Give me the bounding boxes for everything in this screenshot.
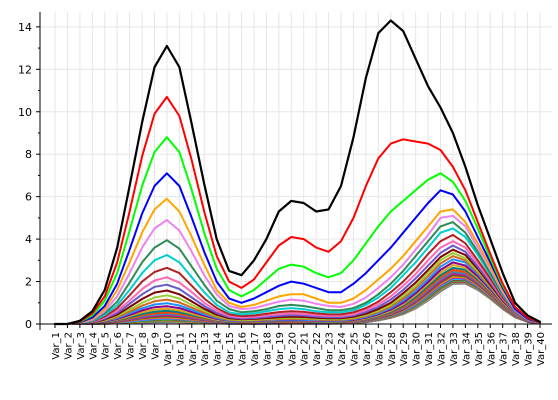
axes: [39, 12, 552, 330]
x-tick-label: Var_38: [511, 332, 522, 366]
x-axis-ticks: Var_1 Var_2 Var_3 Var_4 Var_5 Var_6 Var_7 Var_8…: [51, 324, 547, 366]
x-tick-label: Var_35: [474, 332, 485, 366]
x-tick-label: Var_21: [300, 332, 311, 366]
series-line-9: [54, 233, 541, 325]
x-tick-label: Var_28: [387, 332, 398, 366]
y-tick-label: 10: [18, 106, 32, 119]
x-tick-label: Var_33: [449, 332, 460, 366]
x-tick-label: Var_27: [374, 332, 385, 366]
series-line-6: [54, 214, 541, 325]
x-tick-label: Var_31: [424, 332, 435, 366]
x-tick-label: Var_40: [536, 332, 547, 366]
x-tick-label: Var_7: [126, 332, 137, 360]
x-tick-label: Var_17: [250, 332, 261, 366]
series-line-13: [54, 251, 541, 325]
x-tick-label: Var_9: [151, 332, 162, 360]
y-axis-ticks: 0 2 4 6 8 10 12 14: [18, 21, 40, 331]
x-tick-label: Var_4: [88, 332, 99, 360]
series-lines: [53, 19, 542, 326]
x-tick-label: Var_8: [138, 332, 149, 360]
series-line-5: [54, 197, 541, 325]
series-line-12: [54, 248, 541, 325]
x-tick-label: Var_15: [225, 332, 236, 366]
x-tick-label: Var_14: [213, 332, 224, 366]
series-line-1: [53, 19, 542, 326]
x-tick-label: Var_37: [499, 332, 510, 366]
x-tick-label: Var_12: [188, 332, 199, 366]
x-tick-label: Var_25: [350, 332, 361, 366]
series-line-7: [54, 221, 541, 325]
x-tick-label: Var_19: [275, 332, 286, 366]
x-tick-label: Var_36: [486, 332, 497, 366]
x-tick-label: Var_3: [76, 332, 87, 360]
x-tick-label: Var_10: [163, 332, 174, 366]
x-tick-label: Var_13: [200, 332, 211, 366]
series-line-3: [54, 136, 541, 325]
series-line-2: [54, 95, 541, 325]
y-tick-label: 14: [18, 21, 32, 34]
x-tick-label: Var_18: [262, 332, 273, 366]
x-tick-label: Var_32: [437, 332, 448, 366]
series-line-11: [54, 244, 541, 325]
y-tick-label: 2: [25, 276, 32, 289]
y-tick-label: 8: [25, 148, 32, 161]
x-tick-label: Var_29: [399, 332, 410, 366]
series-line-4: [54, 172, 541, 325]
x-tick-label: Var_16: [238, 332, 249, 366]
x-tick-label: Var_1: [51, 332, 62, 360]
x-tick-label: Var_20: [287, 332, 298, 366]
x-tick-label: Var_22: [312, 332, 323, 366]
x-tick-label: Var_2: [63, 332, 74, 360]
x-tick-label: Var_30: [412, 332, 423, 366]
series-line-10: [54, 240, 541, 325]
x-tick-label: Var_5: [101, 332, 112, 360]
x-tick-label: Var_11: [175, 332, 186, 366]
y-tick-label: 4: [25, 233, 32, 246]
series-line-8: [54, 227, 541, 325]
grid: [40, 12, 552, 325]
x-tick-label: Var_39: [524, 332, 535, 366]
y-tick-label: 6: [25, 191, 32, 204]
x-tick-label: Var_24: [337, 332, 348, 366]
x-tick-label: Var_6: [113, 332, 124, 360]
y-tick-label: 0: [25, 318, 32, 331]
y-tick-label: 12: [18, 63, 32, 76]
x-tick-label: Var_34: [461, 332, 472, 366]
x-tick-label: Var_26: [362, 332, 373, 366]
x-tick-label: Var_23: [325, 332, 336, 366]
